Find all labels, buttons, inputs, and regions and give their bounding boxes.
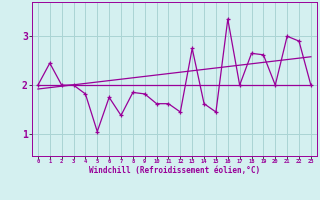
- X-axis label: Windchill (Refroidissement éolien,°C): Windchill (Refroidissement éolien,°C): [89, 166, 260, 175]
